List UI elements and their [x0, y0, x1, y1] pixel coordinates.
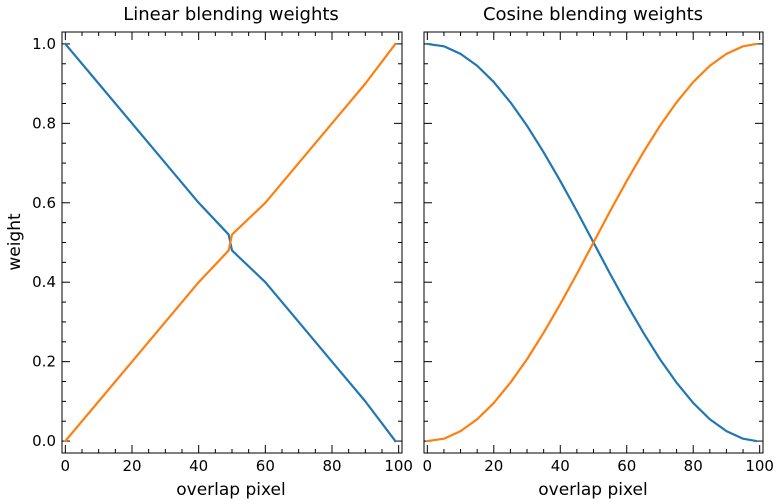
linear-chart-ylabel: weight: [5, 213, 25, 271]
linear-chart-lines: [64, 42, 397, 443]
cosine-chart: Cosine blending weights 0 20 40 60 80 100 ove…: [423, 4, 774, 500]
linear-ytick-label: 0.4: [32, 273, 56, 291]
linear-chart-frame: [61, 31, 403, 454]
linear-chart-title: Linear blending weights: [123, 4, 339, 25]
cosine-xtick-label: 20: [484, 457, 503, 475]
linear-ytick-label: 1.0: [32, 35, 56, 53]
linear-ytick-label: 0.2: [32, 353, 56, 371]
linear-xtick-label: 60: [256, 457, 275, 475]
cosine-xtick-label: 80: [684, 457, 703, 475]
cosine-xtick-label: 100: [745, 457, 774, 475]
linear-xtick-label: 20: [122, 457, 141, 475]
cosine-chart-xlabel: overlap pixel: [538, 480, 647, 500]
linear-ytick-label: 0.0: [32, 432, 56, 450]
linear-ytick-label: 0.6: [32, 194, 56, 212]
cosine-chart-lines: [426, 42, 758, 443]
linear-chart-ticks: 0 20 40 60 80 100 0.0 0.2 0.4 0.6 0.8 1.0: [32, 32, 413, 475]
linear-ytick-label: 0.8: [32, 114, 56, 132]
linear-chart-xlabel: overlap pixel: [176, 480, 285, 500]
linear-series-2-line: [64, 42, 397, 443]
linear-chart: Linear blending weights 0 20 40 60 80 1000.00…: [5, 4, 413, 500]
cosine-xtick-label: 60: [617, 457, 636, 475]
cosine-xtick-label: 0: [423, 457, 433, 475]
cosine-chart-title: Cosine blending weights: [483, 4, 703, 25]
linear-xtick-label: 0: [61, 457, 71, 475]
cosine-xtick-label: 40: [551, 457, 570, 475]
linear-xtick-label: 40: [189, 457, 208, 475]
cosine-chart-frame: [423, 31, 764, 454]
linear-xtick-label: 80: [322, 457, 341, 475]
cosine-chart-ticks: 0 20 40 60 80 100: [423, 32, 774, 475]
cosine-series-2-line: [426, 42, 758, 443]
linear-xtick-label: 100: [384, 457, 413, 475]
